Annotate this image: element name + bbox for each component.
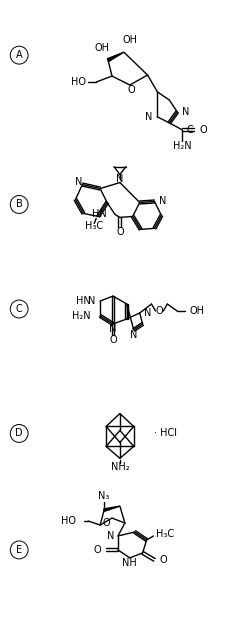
- Text: E: E: [16, 545, 22, 555]
- Text: N: N: [109, 324, 116, 334]
- Polygon shape: [103, 506, 119, 511]
- Text: NH: NH: [122, 558, 137, 568]
- Text: O: O: [155, 306, 162, 316]
- Text: HN: HN: [92, 209, 107, 219]
- Text: D: D: [15, 428, 23, 438]
- Text: A: A: [16, 50, 22, 60]
- Text: N: N: [144, 112, 152, 122]
- Text: HO: HO: [61, 516, 76, 526]
- Text: O: O: [159, 555, 166, 565]
- Text: C: C: [16, 304, 22, 314]
- Text: O: O: [109, 335, 116, 345]
- Text: N: N: [129, 330, 137, 340]
- Text: N: N: [116, 173, 123, 184]
- Text: · HCl: · HCl: [154, 428, 177, 438]
- Text: HN: HN: [75, 296, 90, 306]
- Text: O: O: [93, 545, 101, 555]
- Text: OH: OH: [94, 43, 109, 53]
- Text: N: N: [181, 107, 189, 117]
- Text: OH: OH: [122, 35, 137, 45]
- Text: HO: HO: [71, 77, 86, 87]
- Text: NH₂: NH₂: [110, 462, 129, 472]
- Text: H₃C: H₃C: [85, 222, 103, 232]
- Text: B: B: [16, 199, 22, 209]
- Text: N: N: [88, 296, 95, 306]
- Text: H₂N: H₂N: [71, 311, 90, 321]
- Text: H₃C: H₃C: [156, 529, 174, 539]
- Text: N: N: [159, 196, 166, 207]
- Text: N: N: [143, 308, 150, 318]
- Text: N: N: [74, 176, 82, 186]
- Text: C: C: [185, 125, 192, 135]
- Text: N₃: N₃: [98, 491, 109, 501]
- Text: O: O: [199, 125, 207, 135]
- Text: O: O: [102, 518, 110, 528]
- Text: O: O: [127, 85, 135, 95]
- Text: N: N: [106, 531, 113, 541]
- Text: O: O: [116, 227, 123, 237]
- Polygon shape: [107, 52, 123, 61]
- Text: H₂N: H₂N: [172, 141, 191, 151]
- Text: OH: OH: [188, 306, 203, 316]
